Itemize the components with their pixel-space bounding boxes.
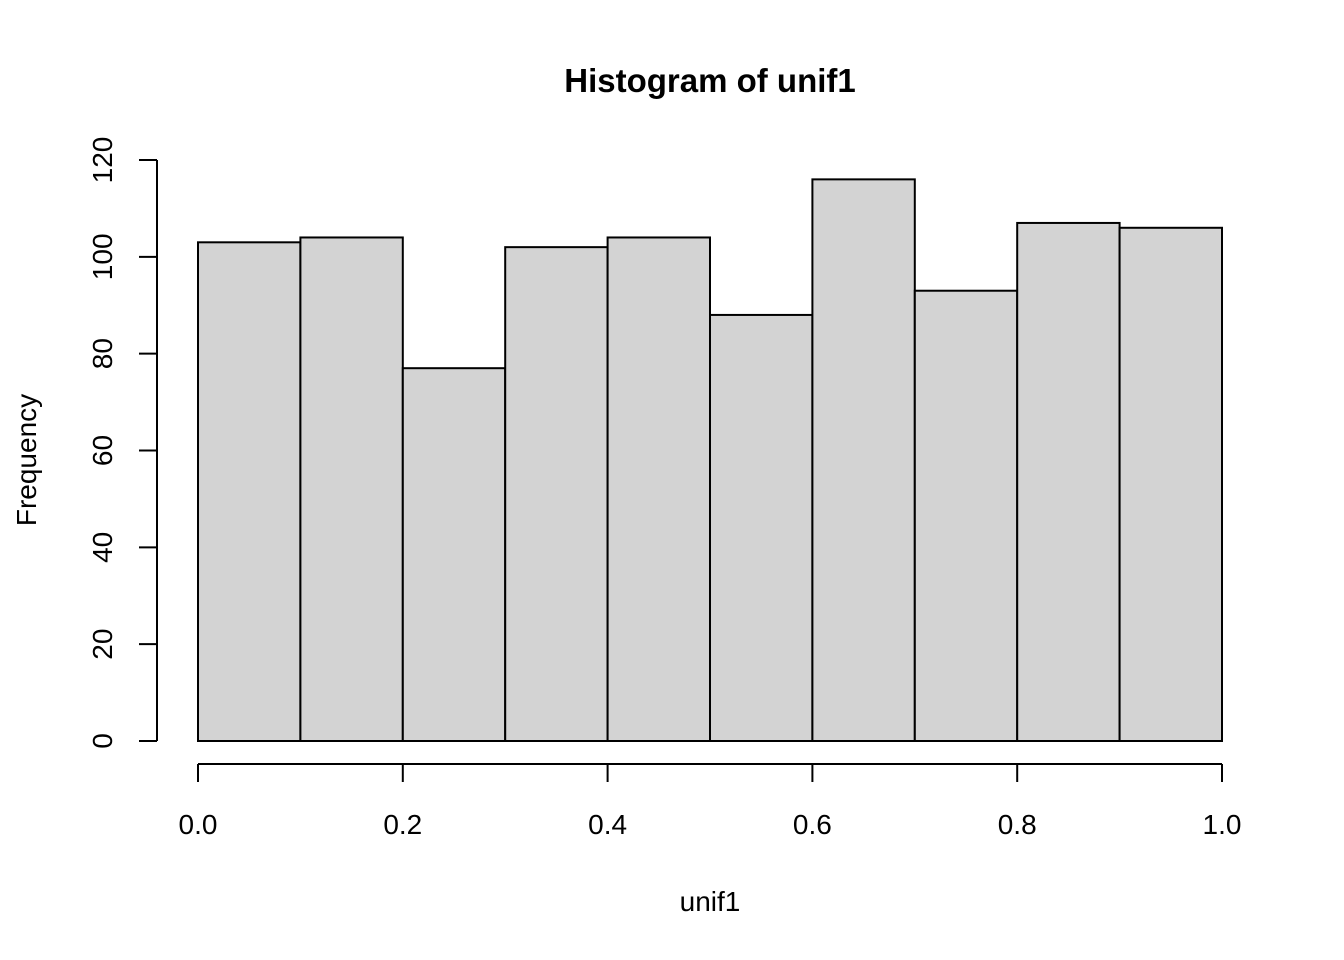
histogram-bar-8	[1016, 221, 1121, 743]
bars-group	[197, 178, 1223, 743]
y-tick-label-0: 0	[87, 733, 118, 749]
x-tick-label-0: 0.0	[179, 809, 218, 840]
histogram-bar-3	[504, 246, 609, 742]
y-tick-label-1: 20	[87, 629, 118, 660]
y-tick-label-5: 100	[87, 233, 118, 280]
histogram-bar-7	[913, 289, 1019, 742]
histogram-bar-2	[401, 367, 507, 742]
y-axis: 0 20 40 60 80 100 120	[87, 137, 158, 749]
x-tick-label-2: 0.4	[588, 809, 627, 840]
histogram-bar-6	[811, 178, 916, 743]
histogram-bar-5	[709, 313, 814, 742]
y-tick-label-2: 40	[87, 532, 118, 563]
y-tick-label-3: 60	[87, 435, 118, 466]
x-tick-label-5: 1.0	[1203, 809, 1242, 840]
y-axis-label: Frequency	[11, 394, 42, 526]
histogram-bar-9	[1118, 226, 1223, 743]
histogram-bar-1	[299, 236, 404, 742]
histogram-bar-4	[606, 236, 711, 742]
y-tick-label-4: 80	[87, 338, 118, 369]
chart-title: Histogram of unif1	[564, 62, 856, 99]
x-axis: 0.0 0.2 0.4 0.6 0.8 1.0	[179, 763, 1242, 840]
x-tick-label-1: 0.2	[383, 809, 422, 840]
x-tick-label-4: 0.8	[998, 809, 1037, 840]
histogram-bar-0	[197, 241, 302, 743]
x-axis-label: unif1	[680, 886, 741, 917]
y-tick-label-6: 120	[87, 137, 118, 184]
x-tick-label-3: 0.6	[793, 809, 832, 840]
